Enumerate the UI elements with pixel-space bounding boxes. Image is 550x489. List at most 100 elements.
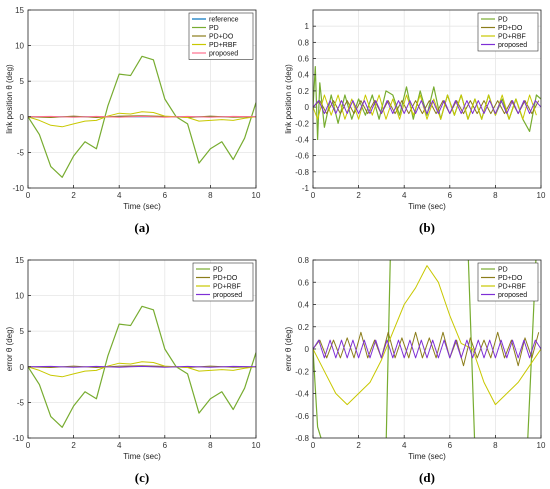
x-tick-label: 2 <box>356 441 361 450</box>
y-tick-label: -10 <box>12 434 24 443</box>
legend-entry: proposed <box>209 51 238 58</box>
legend-entry: proposed <box>498 292 527 299</box>
legend-entry: PD+DO <box>213 275 238 282</box>
legend-entry: PD <box>498 267 508 274</box>
legend-entry: PD+RBF <box>213 284 241 291</box>
legend-entry: PD+RBF <box>498 284 526 291</box>
panel-b: 0 2 4 6 8 10 -1 -0.8 -0.6 -0.4 -0.2 0 0.2 0.4 0.6 0.8 1 T… <box>284 9 546 235</box>
y-tick-label: 0 <box>20 363 25 372</box>
series-line-pd-rbf <box>28 111 256 128</box>
y-tick-label: -1 <box>302 184 310 193</box>
y-tick-label: 10 <box>15 292 24 301</box>
panel-caption: (a) <box>134 220 149 235</box>
series-group <box>313 65 541 141</box>
series-line-pd <box>28 55 256 178</box>
y-tick-label: -5 <box>17 398 25 407</box>
panel-caption: (c) <box>135 470 149 485</box>
y-tick-label: -0.4 <box>295 135 309 144</box>
legend-entry: PD <box>498 17 508 24</box>
y-tick-label: 0 <box>305 345 310 354</box>
x-tick-label: 8 <box>208 191 213 200</box>
legend-entry: proposed <box>498 42 527 49</box>
y-tick-label: 15 <box>15 256 24 265</box>
y-tick-label: -0.2 <box>295 367 309 376</box>
series-line-pd-rbf <box>28 361 256 378</box>
axes-box <box>27 9 257 189</box>
legend-entry: reference <box>209 17 239 24</box>
y-tick-label: -0.8 <box>295 434 309 443</box>
x-tick-label: 0 <box>311 191 316 200</box>
x-tick-label: 4 <box>117 191 122 200</box>
y-tick-label: 10 <box>15 42 24 51</box>
y-tick-label: -0.6 <box>295 412 309 421</box>
y-tick-label: -5 <box>17 148 25 157</box>
y-tick-label: -0.8 <box>295 168 309 177</box>
legend-entry: PD <box>209 25 219 32</box>
legend-entry: PD+DO <box>498 25 523 32</box>
y-axis-label: error θ (deg) <box>284 326 293 371</box>
series-group <box>28 55 256 178</box>
y-tick-label: 0.6 <box>298 55 310 64</box>
x-tick-label: 0 <box>26 441 31 450</box>
y-tick-label: -0.4 <box>295 390 309 399</box>
legend-entry: PD+DO <box>209 34 234 41</box>
series-group <box>28 305 256 428</box>
legend-entry: PD+DO <box>498 275 523 282</box>
panel-caption: (b) <box>419 220 435 235</box>
y-tick-label: -0.6 <box>295 152 309 161</box>
x-axis-label: Time (sec) <box>408 452 446 461</box>
y-tick-label: 0.8 <box>298 38 310 47</box>
x-tick-label: 10 <box>252 441 261 450</box>
panel-caption: (d) <box>419 470 435 485</box>
x-tick-label: 0 <box>26 191 31 200</box>
y-tick-label: 5 <box>20 77 25 86</box>
series-line-pd <box>28 305 256 428</box>
y-axis-label: link position α (deg) <box>284 64 293 134</box>
legend-entry: proposed <box>213 292 242 299</box>
axes-box <box>27 259 257 439</box>
x-tick-label: 8 <box>208 441 213 450</box>
y-tick-label: 0.8 <box>298 256 310 265</box>
x-tick-label: 10 <box>537 191 546 200</box>
y-tick-label: 0.2 <box>298 87 310 96</box>
legend-entry: PD+RBF <box>209 42 237 49</box>
y-tick-label: 0.4 <box>298 71 310 80</box>
y-axis-label: link position θ (deg) <box>5 64 14 134</box>
x-tick-label: 8 <box>493 441 498 450</box>
panel-d: 0 2 4 6 8 10 -0.8 -0.6 -0.4 -0.2 0 0.2 0.4 0.6 0.8 Time… <box>284 256 546 485</box>
legend-entry: PD <box>213 267 223 274</box>
x-tick-label: 4 <box>402 441 407 450</box>
x-tick-label: 2 <box>356 191 361 200</box>
y-tick-label: 0 <box>20 113 25 122</box>
series-line-pd <box>313 260 537 438</box>
x-tick-label: 4 <box>402 191 407 200</box>
series-line-proposed <box>313 339 541 359</box>
series-line-pd-do <box>313 100 540 115</box>
x-tick-label: 0 <box>311 441 316 450</box>
y-tick-label: 0.4 <box>298 301 310 310</box>
x-axis-label: Time (sec) <box>123 202 161 211</box>
panel-a: 0 2 4 6 8 10 -10 -5 0 5 10 15 Time (sec) link positio… <box>5 6 261 235</box>
y-tick-label: 1 <box>305 22 310 31</box>
x-axis-label: Time (sec) <box>123 452 161 461</box>
legend-entry: PD+RBF <box>498 34 526 41</box>
x-tick-label: 6 <box>448 191 453 200</box>
series-line-proposed <box>28 115 256 118</box>
series-line-proposed <box>313 100 541 115</box>
series-line-pd <box>313 65 541 141</box>
y-tick-label: -10 <box>12 184 24 193</box>
y-tick-label: 0.2 <box>298 323 310 332</box>
axes-box <box>312 9 542 189</box>
x-tick-label: 6 <box>448 441 453 450</box>
series-group <box>313 260 541 438</box>
x-tick-label: 6 <box>163 441 168 450</box>
x-tick-label: 4 <box>117 441 122 450</box>
x-tick-label: 2 <box>71 441 76 450</box>
y-tick-label: 0 <box>305 103 310 112</box>
y-tick-label: 15 <box>15 6 24 15</box>
